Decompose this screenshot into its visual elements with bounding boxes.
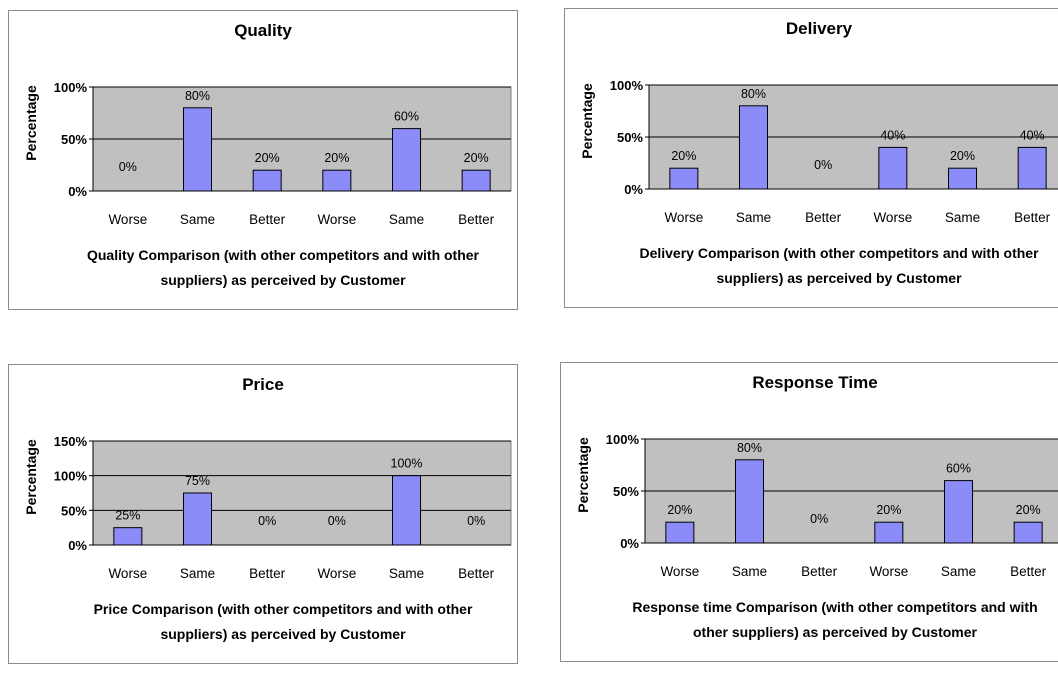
bar xyxy=(665,521,695,544)
x-axis-label: Response time Comparison (with other com… xyxy=(632,599,1038,640)
bar xyxy=(878,146,908,190)
data-label: 25% xyxy=(115,509,140,523)
data-label: 20% xyxy=(876,503,901,517)
data-label: 0% xyxy=(814,158,832,172)
data-label: 20% xyxy=(1016,503,1041,517)
x-tick-label: Better xyxy=(801,564,838,579)
x-tick-label: Worse xyxy=(317,566,356,581)
bar xyxy=(183,492,212,546)
x-tick-label: Worse xyxy=(317,212,356,227)
x-tick-label: Worse xyxy=(664,210,703,225)
x-axis-label: Quality Comparison (with other competito… xyxy=(86,247,480,288)
data-label: 20% xyxy=(950,149,975,163)
x-tick-label: Better xyxy=(1014,210,1051,225)
data-label: 75% xyxy=(185,474,210,488)
chart-title: Delivery xyxy=(785,19,853,38)
plot-area xyxy=(92,440,512,546)
bar xyxy=(1017,146,1047,190)
x-axis-label: Delivery Comparison (with other competit… xyxy=(639,245,1039,286)
data-label: 20% xyxy=(671,149,696,163)
data-label: 80% xyxy=(737,441,762,455)
y-tick-label: 50% xyxy=(613,484,639,499)
data-label: 80% xyxy=(741,87,766,101)
y-tick-label: 100% xyxy=(54,80,88,95)
data-label: 0% xyxy=(258,514,276,528)
bar xyxy=(944,480,973,544)
x-tick-label: Worse xyxy=(108,212,147,227)
x-axis-label: Price Comparison (with other competitors… xyxy=(93,601,473,642)
y-tick-label: 50% xyxy=(617,130,643,145)
data-label: 40% xyxy=(1020,128,1045,142)
x-tick-label: Better xyxy=(249,212,286,227)
chart-title: Response Time xyxy=(752,373,878,392)
y-tick-label: 0% xyxy=(624,182,643,197)
data-label: 60% xyxy=(946,462,971,476)
x-tick-label: Same xyxy=(941,564,976,579)
data-label: 100% xyxy=(391,457,423,471)
data-label: 20% xyxy=(255,151,280,165)
x-tick-label: Same xyxy=(389,566,424,581)
chart-plot-delivery: 0% 50% 100% 20% Worse 80% Same 0% Better 40% Worse… xyxy=(610,78,1058,225)
y-tick-label: 150% xyxy=(54,434,88,449)
chart-title: Quality xyxy=(234,21,292,40)
bar xyxy=(183,107,212,192)
x-tick-label: Better xyxy=(458,212,495,227)
bar xyxy=(948,167,977,190)
bar xyxy=(461,169,491,192)
bar xyxy=(1013,521,1043,544)
bar xyxy=(739,105,768,190)
x-tick-label: Worse xyxy=(873,210,912,225)
chart-plot-quality: 0% 50% 100% 0% Worse 80% Same 20% Better 20% Worse… xyxy=(54,80,512,227)
x-tick-label: Same xyxy=(180,212,215,227)
x-tick-label: Worse xyxy=(869,564,908,579)
y-tick-label: 0% xyxy=(68,184,87,199)
data-label: 20% xyxy=(324,151,349,165)
bar xyxy=(392,128,421,192)
x-tick-label: Better xyxy=(1010,564,1047,579)
chart-title: Price xyxy=(242,375,284,394)
x-tick-label: Better xyxy=(805,210,842,225)
x-tick-label: Same xyxy=(389,212,424,227)
bar xyxy=(735,459,764,544)
bar xyxy=(669,167,699,190)
x-tick-label: Worse xyxy=(108,566,147,581)
x-tick-label: Same xyxy=(945,210,980,225)
data-label: 60% xyxy=(394,110,419,124)
chart-panel-quality: Quality Percentage 0% 50% 100% 0% Worse 80% Sa… xyxy=(8,10,518,310)
y-tick-label: 100% xyxy=(54,469,88,484)
data-label: 0% xyxy=(328,514,346,528)
y-tick-label: 50% xyxy=(61,132,87,147)
chart-panel-delivery: Delivery Percentage 0% 50% 100% 20% Worse 80%… xyxy=(564,8,1058,308)
y-tick-label: 0% xyxy=(68,538,87,553)
bar xyxy=(392,475,421,546)
x-tick-label: Worse xyxy=(660,564,699,579)
x-tick-label: Same xyxy=(736,210,771,225)
chart-panel-price: Price Percentage 0% 50% 100% 150% 25% Worse 75… xyxy=(8,364,518,664)
data-label: 20% xyxy=(464,151,489,165)
data-label: 0% xyxy=(467,514,485,528)
chart-plot-response-time: 0% 50% 100% 20% Worse 80% Same 0% Better 20% Worse… xyxy=(606,432,1058,579)
bar xyxy=(874,521,904,544)
y-tick-label: 0% xyxy=(620,536,639,551)
y-tick-label: 50% xyxy=(61,503,87,518)
y-tick-label: 100% xyxy=(606,432,640,447)
x-tick-label: Better xyxy=(458,566,495,581)
data-label: 0% xyxy=(119,160,137,174)
x-tick-label: Same xyxy=(180,566,215,581)
data-label: 20% xyxy=(667,503,692,517)
bar xyxy=(113,527,143,546)
y-tick-label: 100% xyxy=(610,78,644,93)
bar xyxy=(252,169,282,192)
bar xyxy=(322,169,352,192)
data-label: 40% xyxy=(880,128,905,142)
x-tick-label: Same xyxy=(732,564,767,579)
data-label: 80% xyxy=(185,89,210,103)
x-tick-label: Better xyxy=(249,566,286,581)
data-label: 0% xyxy=(810,512,828,526)
chart-panel-response-time: Response Time Percentage 0% 50% 100% 20% Wor… xyxy=(560,362,1058,662)
chart-plot-price: 0% 50% 100% 150% 25% Worse 75% Same 0% Better 0% Wo… xyxy=(54,434,512,581)
